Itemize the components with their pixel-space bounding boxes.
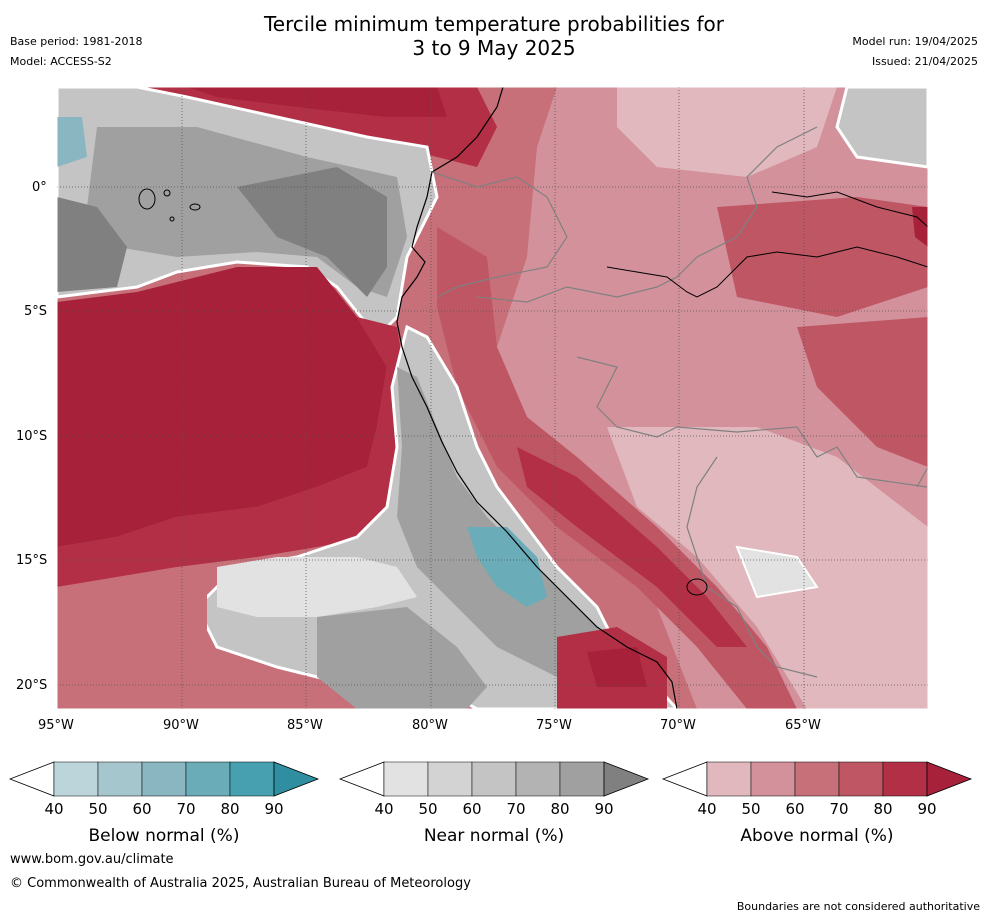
lon-label-65w: 65°W [785, 718, 821, 733]
region-near-70-coast [397, 367, 637, 677]
colorbar-segment [838, 761, 884, 797]
region-near-40-south [217, 557, 417, 617]
colorbar-segment [750, 761, 796, 797]
tick-90: 90 [594, 800, 614, 818]
lat-label-15s: 15°S [16, 553, 48, 568]
region-below-north-west [57, 117, 87, 167]
colorbar-max-extension [926, 761, 973, 797]
colorbar-segment [185, 761, 231, 797]
tick-60: 60 [462, 800, 482, 818]
lat-label-0: 0° [32, 180, 47, 195]
region-above-90-west-ocean [57, 267, 387, 547]
tick-40: 40 [374, 800, 394, 818]
lon-label-95w: 95°W [38, 718, 74, 733]
colorbar-segment [53, 761, 99, 797]
colorbar-above-title: Above normal (%) [740, 826, 894, 846]
map-title: Tercile minimum temperature probabilitie… [0, 12, 988, 60]
tick-80: 80 [873, 800, 893, 818]
region-above-90-south [587, 647, 647, 687]
colorbar-below [8, 761, 320, 797]
region-near-70-south [317, 607, 487, 709]
title-line-1: Tercile minimum temperature probabilitie… [263, 12, 725, 36]
region-above-40-north [617, 87, 837, 177]
tick-50: 50 [741, 800, 761, 818]
tick-90: 90 [917, 800, 937, 818]
colorbar-below-title: Below normal (%) [88, 826, 240, 846]
region-above-70-east [797, 317, 928, 467]
colorbar-above [661, 761, 973, 797]
model-name: Model: ACCESS-S2 [10, 55, 112, 68]
colorbar-segment [141, 761, 187, 797]
lat-label-5s: 5°S [24, 304, 48, 319]
issued-date: Issued: 21/04/2025 [871, 55, 978, 68]
tick-40: 40 [697, 800, 717, 818]
region-above-80-andes [517, 447, 747, 647]
title-line-2: 3 to 9 May 2025 [412, 36, 576, 60]
colorbar-segment [515, 761, 561, 797]
colorbar-segment [794, 761, 840, 797]
tick-70: 70 [176, 800, 196, 818]
region-near-ne [835, 87, 928, 169]
base-period: Base period: 1981-2018 [10, 35, 143, 48]
tick-80: 80 [550, 800, 570, 818]
region-above-40-se [817, 557, 928, 709]
colorbar-max-extension [273, 761, 320, 797]
footer-copyright: © Commonwealth of Australia 2025, Austra… [10, 876, 471, 891]
tick-50: 50 [418, 800, 438, 818]
footer-note: Boundaries are not considered authoritat… [736, 900, 980, 913]
region-near-90-west [57, 197, 127, 292]
tick-40: 40 [44, 800, 64, 818]
colorbar-segment [427, 761, 473, 797]
meta-right: Model run: 19/04/2025 Issued: 21/04/2025 [852, 32, 978, 72]
model-run: Model run: 19/04/2025 [852, 35, 978, 48]
lake-titicaca [686, 578, 708, 596]
probability-map [57, 87, 928, 709]
region-above-60-sw [57, 567, 207, 709]
colorbar-segment [559, 761, 605, 797]
lat-label-10s: 10°S [16, 429, 48, 444]
lat-label-20s: 20°S [16, 678, 48, 693]
tick-70: 70 [829, 800, 849, 818]
coastline [396, 87, 678, 709]
lon-label-70w: 70°W [660, 718, 696, 733]
region-below-coast [467, 527, 547, 607]
colorbar-near-title: Near normal (%) [423, 826, 565, 846]
galapagos-islands [138, 188, 201, 222]
tick-70: 70 [506, 800, 526, 818]
region-near-bolivia [735, 545, 819, 599]
colorbar-near [338, 761, 650, 797]
tick-60: 60 [785, 800, 805, 818]
region-above-80-west-ocean [57, 317, 407, 587]
lon-label-90w: 90°W [163, 718, 199, 733]
lon-label-85w: 85°W [287, 718, 323, 733]
graticule [57, 87, 928, 709]
colorbar-min-extension [661, 761, 708, 797]
rivers [606, 191, 928, 298]
region-near-90-north [237, 167, 387, 297]
tick-90: 90 [264, 800, 284, 818]
lon-label-80w: 80°W [412, 718, 448, 733]
colorbar-min-extension [8, 761, 55, 797]
colorbar-segment [882, 761, 928, 797]
colorbar-segment [706, 761, 752, 797]
colorbar-segment [383, 761, 429, 797]
tick-50: 50 [88, 800, 108, 818]
meta-left: Base period: 1981-2018 Model: ACCESS-S2 [10, 32, 142, 72]
footer-url[interactable]: www.bom.gov.au/climate [10, 852, 174, 867]
colorbar-max-extension [603, 761, 650, 797]
tick-80: 80 [220, 800, 240, 818]
colorbar-segment [471, 761, 517, 797]
colorbar-segment [97, 761, 143, 797]
colorbar-segment [229, 761, 275, 797]
tick-60: 60 [132, 800, 152, 818]
region-above-70-amazon [717, 197, 928, 317]
colorbar-min-extension [338, 761, 385, 797]
region-above-90-north-ocean [187, 87, 447, 117]
lon-label-75w: 75°W [536, 718, 572, 733]
